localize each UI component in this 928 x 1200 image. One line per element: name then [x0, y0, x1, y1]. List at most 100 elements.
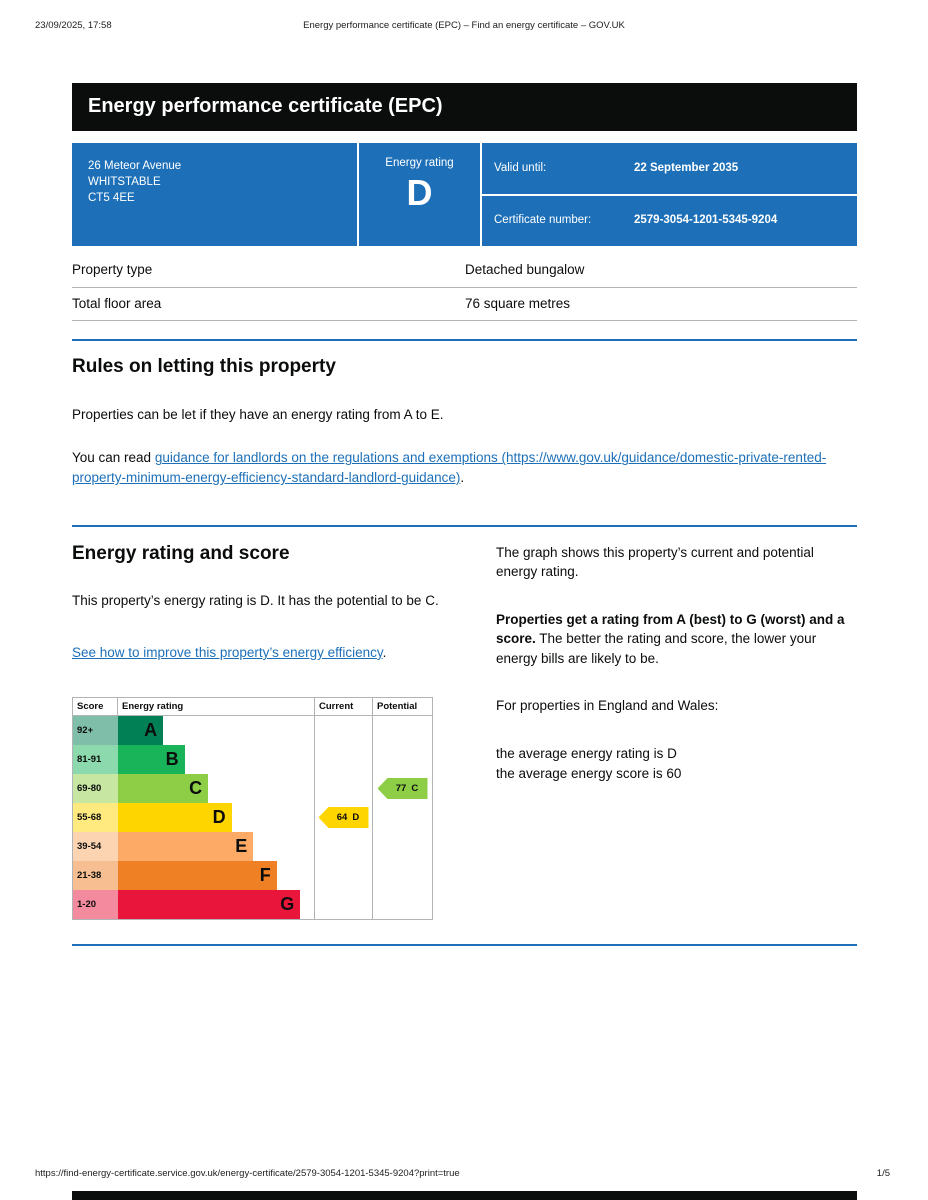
rating-right-column: The graph shows this property’s current …	[496, 543, 857, 784]
epc-band-bar-a: A	[118, 716, 164, 746]
potential-rating-marker-score: 77	[395, 782, 407, 794]
table-row-property-type: Property type Detached bungalow	[72, 254, 857, 288]
valid-until-label: Valid until:	[494, 161, 547, 174]
epc-band-row-d: 55-68 D 64 D	[73, 803, 432, 833]
epc-current-column-cell	[314, 745, 372, 775]
energy-rating-section: Energy rating and score This property’s …	[72, 542, 857, 921]
certificate-summary-box: 26 Meteor Avenue WHITSTABLE CT5 4EE Ener…	[72, 143, 857, 246]
epc-band-bar-g: G	[118, 890, 301, 920]
valid-until-value: 22 September 2035	[634, 161, 739, 174]
epc-band-letter: D	[212, 807, 226, 828]
epc-band-row-e: 39-54 E	[73, 832, 432, 862]
section-divider	[72, 339, 857, 342]
section-divider	[72, 944, 857, 947]
table-row-floor-area: Total floor area 76 square metres	[72, 288, 857, 322]
rating-heading: Energy rating and score	[72, 542, 290, 564]
epc-rating-cell: B	[118, 745, 314, 775]
epc-band-letter: E	[235, 836, 248, 857]
certificate-number-row: Certificate number: 2579-3054-1201-5345-…	[482, 193, 857, 247]
current-rating-marker-letter: D	[352, 811, 360, 823]
epc-score-range: 1-20	[73, 890, 118, 920]
rating-explainer-bold: Properties get a rating from A (best) to…	[496, 611, 845, 647]
certificate-number-value: 2579-3054-1201-5345-9204	[634, 214, 778, 227]
epc-score-range: 55-68	[73, 803, 118, 833]
letting-rules-heading: Rules on letting this property	[72, 356, 336, 378]
epc-band-letter: F	[259, 865, 271, 886]
epc-chart-header: Score Energy rating Current Potential	[73, 697, 432, 717]
floor-area-value: 76 square metres	[465, 295, 571, 311]
epc-score-range: 69-80	[73, 774, 118, 804]
epc-score-range: 39-54	[73, 832, 118, 862]
epc-chart-rows: 92+ A 81-91 B 69-80 C 77 C 55-68 D 64 D 39-54 E 21-38 F…	[73, 716, 432, 920]
print-document-title: Energy performance certificate (EPC) – F…	[303, 20, 625, 31]
epc-header-score: Score	[73, 697, 118, 716]
rating-explainer-rest: The better the rating and score, the low…	[496, 631, 817, 666]
floor-area-label: Total floor area	[72, 295, 162, 311]
average-rating-text: the average energy rating is D the averag…	[496, 744, 857, 783]
landlord-guidance-link[interactable]: guidance for landlords on the regulation…	[72, 450, 827, 486]
epc-band-row-b: 81-91 B	[73, 745, 432, 775]
certificate-number-label: Certificate number:	[494, 214, 592, 227]
address-line-3: CT5 4EE	[88, 192, 135, 205]
guidance-text-prefix: You can read	[72, 450, 155, 466]
epc-band-bar-f: F	[118, 861, 277, 891]
epc-band-letter: C	[189, 778, 203, 799]
epc-current-column-cell	[314, 890, 372, 920]
energy-rating-chart: Score Energy rating Current Potential 92…	[72, 696, 433, 921]
epc-band-letter: A	[144, 720, 158, 741]
potential-rating-marker-letter: C	[411, 782, 419, 794]
improve-paragraph: See how to improve this property’s energ…	[72, 643, 440, 663]
letting-rules-section: Rules on letting this property Propertie…	[72, 356, 857, 487]
graph-description-text: The graph shows this property’s current …	[496, 544, 814, 580]
epc-potential-column-cell: 77 C	[372, 774, 432, 804]
epc-header-energy-rating: Energy rating	[122, 700, 184, 712]
epc-current-column-cell: 64 D	[314, 803, 372, 833]
epc-band-letter: G	[280, 894, 295, 915]
epc-rating-cell: A	[118, 716, 314, 746]
epc-band-bar-e: E	[118, 832, 254, 862]
page-title: Energy performance certificate (EPC)	[72, 83, 857, 131]
epc-band-row-a: 92+ A	[73, 716, 432, 746]
epc-rating-cell: F	[118, 861, 314, 891]
current-rating-marker: 64 D	[318, 807, 369, 829]
current-rating-marker-score: 64	[336, 811, 348, 823]
epc-band-row-f: 21-38 F	[73, 861, 432, 891]
valid-until-row: Valid until: 22 September 2035	[482, 143, 857, 194]
energy-rating-label: Energy rating	[385, 157, 454, 169]
epc-current-column-cell	[314, 716, 372, 746]
epc-potential-column-cell	[372, 832, 432, 862]
epc-header-current: Current	[314, 697, 372, 716]
epc-band-letter: B	[165, 749, 179, 770]
rating-summary-text: This property’s energy rating is D. It h…	[72, 593, 439, 609]
print-datetime: 23/09/2025, 17:58	[35, 20, 112, 31]
letting-guidance-paragraph: You can read guidance for landlords on t…	[72, 448, 857, 487]
epc-rating-cell: C	[118, 774, 314, 804]
section-divider	[72, 524, 857, 527]
england-wales-text: For properties in England and Wales:	[496, 698, 719, 714]
epc-header-potential: Potential	[372, 697, 432, 716]
epc-potential-column-cell	[372, 716, 432, 746]
epc-current-column-cell	[314, 861, 372, 891]
epc-rating-cell: G	[118, 890, 314, 920]
epc-current-column-cell	[314, 774, 372, 804]
average-score-line: the average energy score is 60	[496, 765, 682, 781]
epc-band-bar-b: B	[118, 745, 185, 775]
epc-rating-cell: D	[118, 803, 314, 833]
certificate-content: Energy performance certificate (EPC) 26 …	[72, 83, 857, 947]
energy-rating-value: D	[406, 171, 433, 213]
rating-left-column: Energy rating and score This property’s …	[72, 542, 440, 921]
epc-band-bar-d: D	[118, 803, 232, 833]
letting-rules-text: Properties can be let if they have an en…	[72, 406, 444, 422]
property-summary-table: Property type Detached bungalow Total fl…	[72, 254, 857, 322]
certificate-meta: Valid until: 22 September 2035 Certifica…	[480, 143, 857, 246]
epc-potential-column-cell	[372, 745, 432, 775]
potential-rating-marker: 77 C	[377, 778, 428, 800]
energy-rating-cell: Energy rating D	[357, 143, 480, 246]
improve-efficiency-link[interactable]: See how to improve this property’s energ…	[72, 644, 383, 660]
address-line-2: WHITSTABLE	[88, 176, 161, 189]
browser-print-header: 23/09/2025, 17:58 Energy performance cer…	[35, 20, 893, 34]
average-rating-line: the average energy rating is D	[496, 745, 677, 761]
property-type-value: Detached bungalow	[465, 262, 585, 277]
epc-score-range: 92+	[73, 716, 118, 746]
